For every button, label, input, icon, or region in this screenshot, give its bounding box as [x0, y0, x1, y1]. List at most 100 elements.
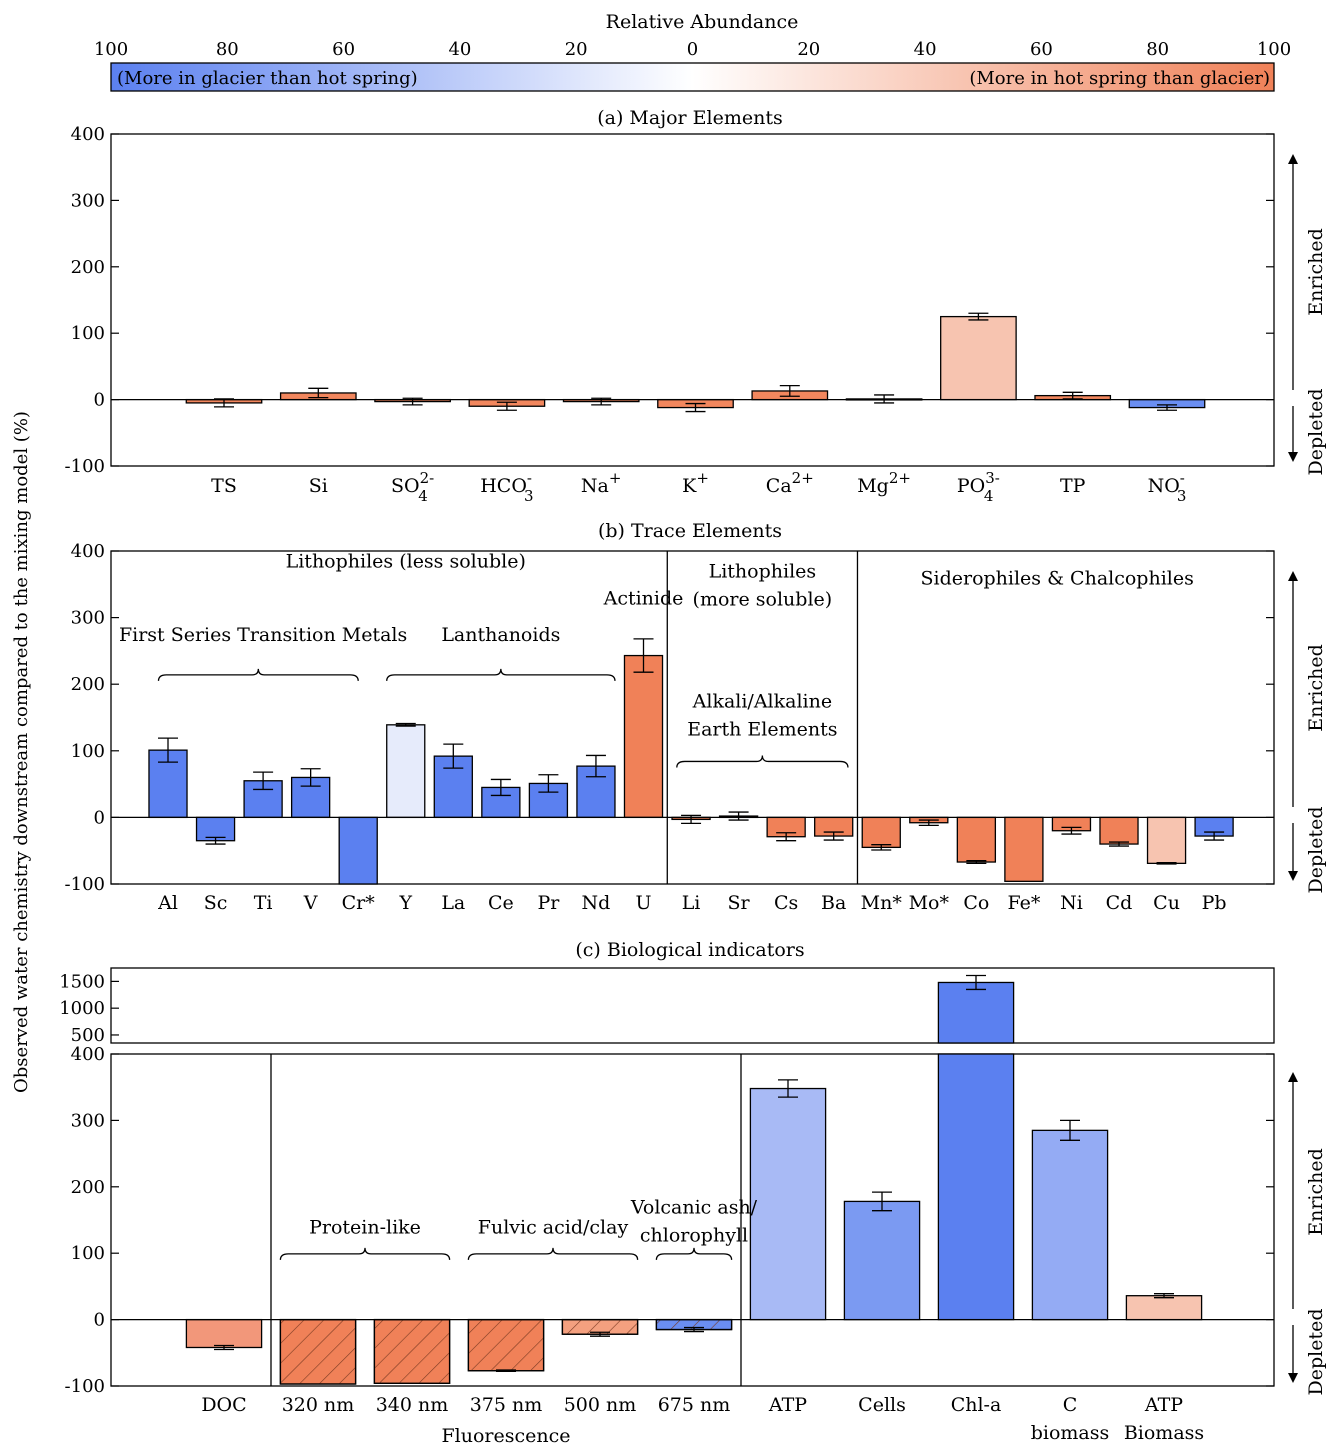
- x-tick-label: HCO-3: [480, 469, 533, 505]
- colorbar-tick-label: 60: [1030, 39, 1053, 60]
- bar: [940, 315, 1017, 401]
- x-tick-label: Mg2+: [857, 469, 911, 497]
- bar: [185, 1318, 263, 1349]
- x-tick-label: TS: [211, 475, 237, 497]
- panel-major-elements: (a) Major Elements -100 0 100 200 300 400 TS Si S…: [65, 107, 1275, 505]
- x-tick-label: Chl-a: [951, 1394, 1002, 1416]
- x-tick-label: Na+: [581, 469, 622, 497]
- enriched-label: Enriched: [1305, 228, 1327, 316]
- colorbar-bar: [110, 62, 1275, 92]
- depleted-arrow-head: [1288, 1373, 1298, 1383]
- x-tick-label: 500 nm: [564, 1394, 637, 1416]
- x-tick-label: K+: [682, 469, 709, 497]
- x-axis-label: Fluorescence: [441, 1425, 570, 1445]
- x-tick-label: U: [635, 892, 651, 914]
- x-tick-label: 320 nm: [282, 1394, 355, 1416]
- y-tick-label: 0: [94, 807, 105, 828]
- y-axis-label: Observed water chemistry downstream comp…: [11, 411, 32, 1093]
- colorbar-tick-label: 20: [565, 39, 588, 60]
- y-tick-label: 200: [71, 1177, 105, 1198]
- y-tick-label: -100: [65, 1376, 105, 1397]
- x-tick-label: Mo*: [909, 892, 950, 914]
- x-tick-label: Ce: [488, 892, 514, 914]
- inset-frame: [110, 967, 1275, 1044]
- x-tick-label: Si: [309, 475, 328, 497]
- bar: [749, 1087, 827, 1321]
- colorbar-right-label: (More in hot spring than glacier): [969, 68, 1270, 89]
- colorbar-title: Relative Abundance: [606, 11, 799, 33]
- y-tick-label: 200: [71, 257, 105, 278]
- x-tick-label: Sr: [728, 892, 751, 914]
- depleted-label: Depleted: [1305, 388, 1327, 475]
- bar: [1146, 816, 1187, 865]
- x-tick-label: TP: [1060, 475, 1086, 497]
- x-tick-label: ATP: [768, 1394, 807, 1416]
- x-tick-label: Mn*: [861, 892, 903, 914]
- y-tick-label: 300: [71, 1110, 105, 1131]
- group-annotation: (more soluble): [693, 589, 833, 611]
- x-tick-label: Pr: [537, 892, 560, 914]
- x-tick-label: Co: [963, 892, 989, 914]
- group-annotation: Protein-like: [309, 1216, 421, 1238]
- depleted-label: Depleted: [1305, 1308, 1327, 1395]
- bar-hatch: [279, 1318, 357, 1385]
- inset-y-tick-label: 500: [71, 1025, 105, 1046]
- group-annotation: Volcanic ash/: [630, 1196, 758, 1218]
- group-annotation: Lithophiles (less soluble): [286, 551, 526, 573]
- plot-frame: [110, 133, 1275, 467]
- panel-title: (b) Trace Elements: [598, 520, 782, 542]
- inset-y-tick-label: 1000: [59, 998, 105, 1019]
- bar: [338, 816, 378, 885]
- bar: [1031, 1129, 1109, 1321]
- bar: [1004, 816, 1044, 882]
- x-tick-label: Y: [398, 892, 412, 914]
- colorbar-tick-label: 0: [687, 39, 698, 60]
- enriched-label: Enriched: [1305, 1148, 1327, 1236]
- colorbar-tick-label: 100: [1257, 39, 1291, 60]
- x-tick-label: NO-3: [1148, 469, 1187, 505]
- enriched-arrow-head: [1288, 1072, 1298, 1082]
- colorbar-tick-label: 40: [448, 39, 471, 60]
- bar: [1125, 1295, 1203, 1321]
- group-brace: [655, 1247, 733, 1260]
- group-brace: [279, 1247, 451, 1260]
- bar: [956, 816, 997, 863]
- group-annotation: Lanthanoids: [441, 624, 560, 646]
- y-tick-label: -100: [65, 456, 105, 477]
- x-tick-label-line2: biomass: [1031, 1422, 1110, 1444]
- colorbar-tick-label: 20: [797, 39, 820, 60]
- y-tick-label: 400: [71, 1044, 105, 1065]
- inset-y-tick-label: 1500: [59, 971, 105, 992]
- x-tick-label: Cs: [774, 892, 798, 914]
- colorbar-ticks: 100 80 60 40 20 0 20 40 60 80 100: [94, 39, 1291, 71]
- bar: [861, 816, 901, 849]
- y-tick-label: 100: [71, 741, 105, 762]
- y-tick-label: 100: [71, 1243, 105, 1264]
- x-tick-label: PO3-4: [957, 469, 1000, 505]
- group-brace: [386, 668, 616, 681]
- colorbar-tick-label: 80: [216, 39, 239, 60]
- bar-hatch: [373, 1318, 451, 1384]
- depleted-arrow-head: [1288, 452, 1298, 462]
- depleted-label: Depleted: [1305, 806, 1327, 893]
- group-annotation: chlorophyll: [640, 1224, 748, 1246]
- colorbar-tick-label: 100: [94, 39, 128, 60]
- x-tick-label: DOC: [201, 1394, 246, 1416]
- bar: [843, 1200, 921, 1321]
- group-annotation: Earth Elements: [687, 719, 837, 741]
- y-tick-label: -100: [65, 874, 105, 895]
- y-tick-label: 0: [94, 1310, 105, 1331]
- colorbar-tick-label: 80: [1146, 39, 1169, 60]
- x-tick-label: 675 nm: [658, 1394, 731, 1416]
- y-tick-label: 200: [71, 674, 105, 695]
- x-tick-label: Sc: [204, 892, 228, 914]
- plot-frame: [110, 1053, 1275, 1387]
- x-tick-label: 375 nm: [470, 1394, 543, 1416]
- x-tick-label: Cd: [1106, 892, 1133, 914]
- group-annotation: First Series Transition Metals: [119, 624, 407, 646]
- x-tick-label: Ni: [1060, 892, 1083, 914]
- bar: [386, 724, 426, 819]
- colorbar-tick-label: 60: [332, 39, 355, 60]
- x-tick-label: Al: [157, 892, 178, 914]
- group-annotation: Actinide: [603, 587, 684, 609]
